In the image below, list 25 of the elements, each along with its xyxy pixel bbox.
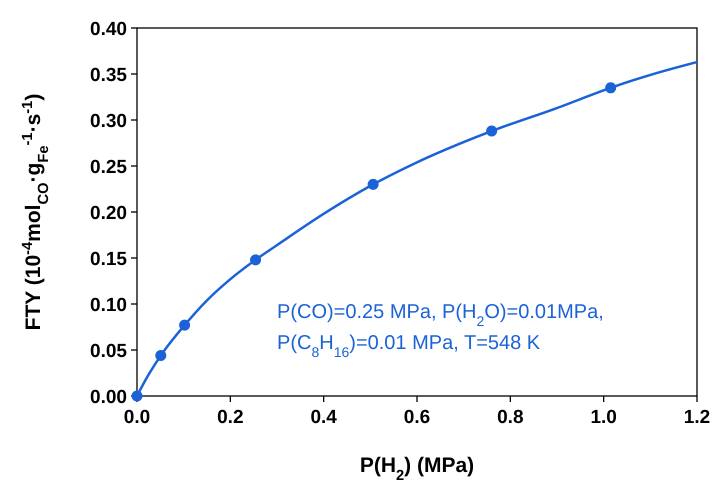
point [486,126,498,137]
y-tick-label: 0.40 [90,19,127,40]
x-tick-label: 0.8 [497,407,524,428]
point [132,390,142,402]
x-tick-label: 0.2 [217,407,244,428]
point [605,82,616,94]
point [179,320,190,331]
y-tick-label: 0.00 [90,387,127,408]
x-tick-label: 1.2 [684,407,710,428]
y-tick-label: 0.25 [90,157,128,178]
y-tick-label: 0.35 [90,65,128,86]
x-tick-label: 0.4 [310,407,338,428]
x-tick-label: 0.0 [124,407,150,428]
x-axis-title: P(H$_{2}$) (MPa) [360,454,474,484]
x-tick-label: 1.0 [590,407,617,428]
y-tick-label: 0.30 [90,111,127,132]
point [155,350,166,362]
point [368,178,379,190]
y-tick-label: 0.10 [90,295,127,316]
y-tick-label: 0.05 [90,341,128,362]
text: P(CO)=0.25 MPa, P(H$_{2}$O)=0.01MPa, P(C$_{8}$H$_{16}$)=0.01 MPa, T=548 K [277,301,604,360]
point [250,254,262,266]
x-tick-label: 0.6 [404,407,430,428]
y-tick-label: 0.20 [90,203,127,224]
y-tick-label: 0.15 [90,249,128,270]
